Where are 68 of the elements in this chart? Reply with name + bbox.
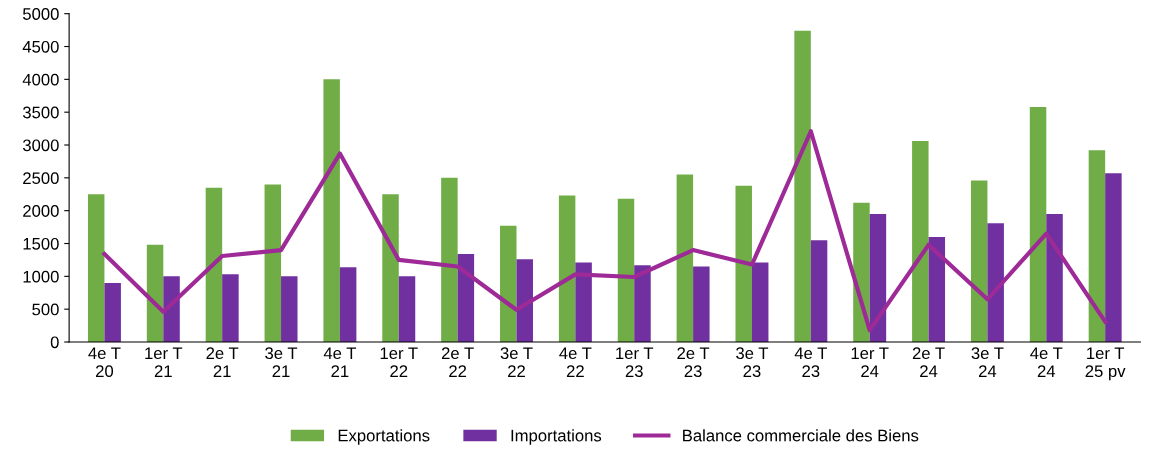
x-tick-label: 2e T 24	[912, 347, 945, 377]
x-tick-label: 2e T 23	[677, 347, 710, 378]
y-tick-label: 2500	[23, 172, 59, 185]
bar	[987, 223, 1004, 342]
bar	[928, 236, 946, 342]
bar	[457, 254, 475, 342]
bar	[634, 265, 651, 342]
y-tick-label: 1000	[23, 270, 59, 283]
legend-label: Exportations	[338, 429, 430, 445]
bar	[676, 174, 694, 342]
y-tick-label: 3000	[22, 139, 59, 152]
bar	[575, 262, 592, 342]
bar	[1105, 173, 1122, 342]
y-tick-label: 3500	[22, 106, 59, 119]
legend-label: Importations	[511, 429, 602, 445]
bar	[205, 187, 223, 342]
bar	[516, 259, 533, 342]
x-tick-label: 4e T 22	[559, 347, 592, 377]
y-tick-label: 5000	[22, 8, 59, 20]
y-tick-label: 4500	[22, 40, 59, 53]
bar	[735, 185, 752, 342]
x-tick-label: 1er T 22	[380, 347, 418, 377]
x-tick-label: 3e T 21	[265, 347, 298, 377]
x-tick-label: 3e T 24	[971, 347, 1004, 377]
bar	[323, 79, 340, 342]
bar	[794, 30, 811, 342]
bar	[339, 267, 357, 342]
bar	[146, 244, 164, 342]
bar	[441, 177, 458, 342]
x-tick-label: 1er T 23	[616, 347, 654, 378]
bar	[398, 276, 416, 342]
bar	[617, 198, 635, 342]
bar	[751, 262, 769, 342]
bar	[810, 240, 828, 342]
x-tick-label: 2e T 22	[441, 347, 474, 377]
y-tick-label: 0	[50, 336, 59, 349]
y-tick-label: 2000	[23, 205, 59, 217]
bar	[87, 194, 105, 342]
bar	[1088, 150, 1106, 342]
bar	[558, 195, 576, 342]
x-tick-label: 4e T 23	[794, 347, 827, 378]
bar	[1046, 213, 1063, 342]
bar	[264, 184, 282, 342]
bar	[970, 180, 988, 342]
bar	[500, 225, 517, 342]
bar	[693, 266, 710, 342]
bar	[222, 274, 239, 342]
bar	[912, 141, 929, 342]
bar	[163, 276, 180, 342]
x-tick-label: 4e T 20	[88, 347, 121, 378]
x-tick-label: 4e T 24	[1030, 347, 1063, 377]
legend-label: Balance commerciale des Biens	[683, 429, 919, 442]
bar	[1029, 106, 1047, 342]
y-tick-label: 500	[32, 303, 59, 316]
bar	[281, 276, 298, 342]
line-series	[102, 129, 1108, 333]
x-tick-label: 3e T 23	[736, 347, 769, 378]
x-tick-label: 3e T 22	[500, 347, 533, 377]
bar	[382, 194, 399, 342]
bar	[104, 282, 121, 342]
x-tick-label: 1er T 21	[145, 347, 183, 377]
x-tick-label: 1er T 24	[851, 347, 889, 377]
x-tick-label: 2e T 21	[206, 347, 239, 377]
y-tick-label: 1500	[23, 237, 59, 250]
x-tick-label: 1er T 25 pv	[1085, 347, 1126, 381]
bar	[869, 213, 887, 342]
y-tick-label: 4000	[22, 73, 59, 86]
x-tick-label: 4e T 21	[323, 347, 357, 377]
